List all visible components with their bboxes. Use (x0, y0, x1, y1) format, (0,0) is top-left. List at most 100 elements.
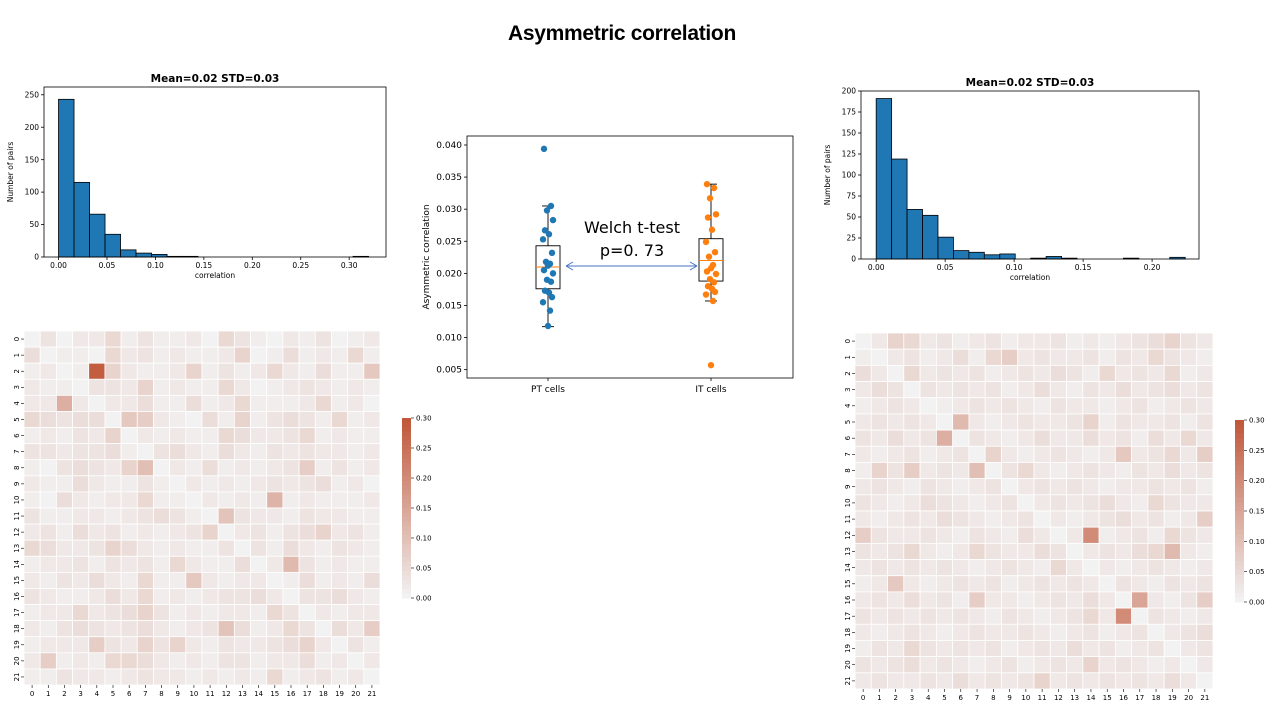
heatmap-cell (169, 459, 187, 477)
heatmap-cell (201, 346, 219, 364)
heatmap-cell (136, 636, 154, 654)
heatmap-cell (347, 427, 365, 445)
heatmap-cell (120, 571, 138, 589)
heatmap-cell (1033, 478, 1051, 496)
heatmap-cell (1033, 348, 1051, 366)
heatmap-cell (314, 459, 332, 477)
heatmap-cell (120, 636, 138, 654)
heatmap-cell (136, 378, 154, 396)
heatmap-cell (1131, 526, 1149, 544)
heatmap-cell (88, 394, 106, 412)
x-tick-label: PT cells (531, 385, 565, 395)
heatmap-cell (217, 394, 235, 412)
heatmap-cell (870, 364, 888, 382)
colorbar-segment (1235, 442, 1244, 448)
heatmap-cell (854, 656, 872, 674)
heatmap-cell (88, 652, 106, 670)
colorbar-tick-label: 0.25 (416, 445, 432, 453)
heatmap-cell (935, 413, 954, 431)
heatmap-cell (39, 539, 57, 557)
data-point (712, 211, 720, 218)
heatmap-cell (1180, 542, 1198, 560)
colorbar-tick-label: 0.05 (416, 565, 432, 573)
colorbar-segment (402, 485, 411, 491)
heatmap-cell (347, 443, 365, 461)
colorbar-segment (402, 472, 411, 477)
heatmap-cell (217, 475, 235, 493)
colorbar-segment (1235, 492, 1244, 498)
heatmap-cell (968, 397, 986, 415)
row-label: 1 (844, 355, 852, 359)
heatmap-cell (39, 636, 57, 654)
heatmap-cell (153, 394, 171, 412)
heatmap-cell (854, 494, 872, 512)
heatmap-cell (217, 411, 235, 428)
heatmap-cell (854, 623, 872, 641)
heatmap-cell (120, 555, 138, 573)
data-point (703, 268, 711, 275)
heatmap-cell (120, 362, 138, 380)
heatmap-cell (1196, 364, 1214, 382)
heatmap-cell (217, 443, 235, 461)
heatmap-cell (23, 523, 41, 541)
heatmap-cell (903, 607, 921, 625)
heatmap-cell (1049, 559, 1067, 577)
heatmap-cell (1147, 478, 1165, 496)
colorbar-segment (402, 499, 411, 504)
heatmap-cell (233, 330, 251, 348)
heatmap-cell (266, 475, 284, 493)
heatmap-cell (903, 478, 921, 496)
heatmap-cell (298, 411, 316, 428)
heatmap-cell (870, 559, 888, 577)
heatmap-cell (1082, 332, 1100, 350)
heatmap-cell (935, 381, 954, 399)
heatmap-cell (984, 607, 1002, 625)
heatmap-cell (55, 523, 73, 541)
heatmap-cell (347, 330, 365, 348)
colorbar-segment (1235, 497, 1244, 503)
heatmap-cell (968, 332, 986, 350)
heatmap-cell (282, 636, 300, 654)
heatmap-cell (854, 640, 872, 658)
heatmap-cell (250, 588, 268, 605)
heatmap-cell (331, 491, 349, 509)
heatmap-cell (169, 571, 187, 589)
heatmap-cell (984, 445, 1002, 463)
heatmap-cell (1001, 445, 1019, 463)
heatmap-cell (250, 443, 268, 461)
heatmap-cell (1098, 429, 1116, 447)
heatmap-cell (233, 475, 251, 493)
heatmap-cell (1131, 510, 1149, 528)
heatmap-cell (903, 672, 921, 690)
heatmap-cell (104, 346, 122, 364)
heatmap-cell (854, 542, 872, 560)
heatmap-cell (1049, 575, 1067, 593)
heatmap-cell (968, 381, 986, 399)
heatmap-cell (55, 378, 73, 396)
heatmap-cell (298, 652, 316, 670)
histogram-bar (875, 98, 893, 260)
heatmap-cell (72, 539, 90, 557)
heatmap-cell (919, 462, 937, 480)
heatmap-cell (314, 523, 332, 541)
col-label: 1 (877, 694, 881, 702)
colorbar-segment (402, 562, 411, 567)
heatmap-cell (314, 636, 332, 654)
histogram-bar (135, 252, 152, 258)
heatmap-cell (1082, 623, 1100, 641)
heatmap-cell (217, 330, 235, 348)
heatmap-cell (120, 588, 138, 605)
heatmap-cell (331, 362, 349, 380)
heatmap-cell (935, 332, 954, 350)
y-tick-label: 125 (842, 150, 857, 159)
heatmap-cell (363, 378, 381, 396)
heatmap-cell (169, 491, 187, 509)
heatmap-cell (984, 429, 1002, 447)
colorbar-tick-label: 0.10 (416, 535, 432, 543)
colorbar-segment (402, 580, 411, 585)
heatmap-cell (88, 491, 106, 509)
heatmap-cell (854, 413, 872, 431)
colorbar-segment (1235, 542, 1244, 548)
heatmap-cell (1180, 364, 1198, 382)
